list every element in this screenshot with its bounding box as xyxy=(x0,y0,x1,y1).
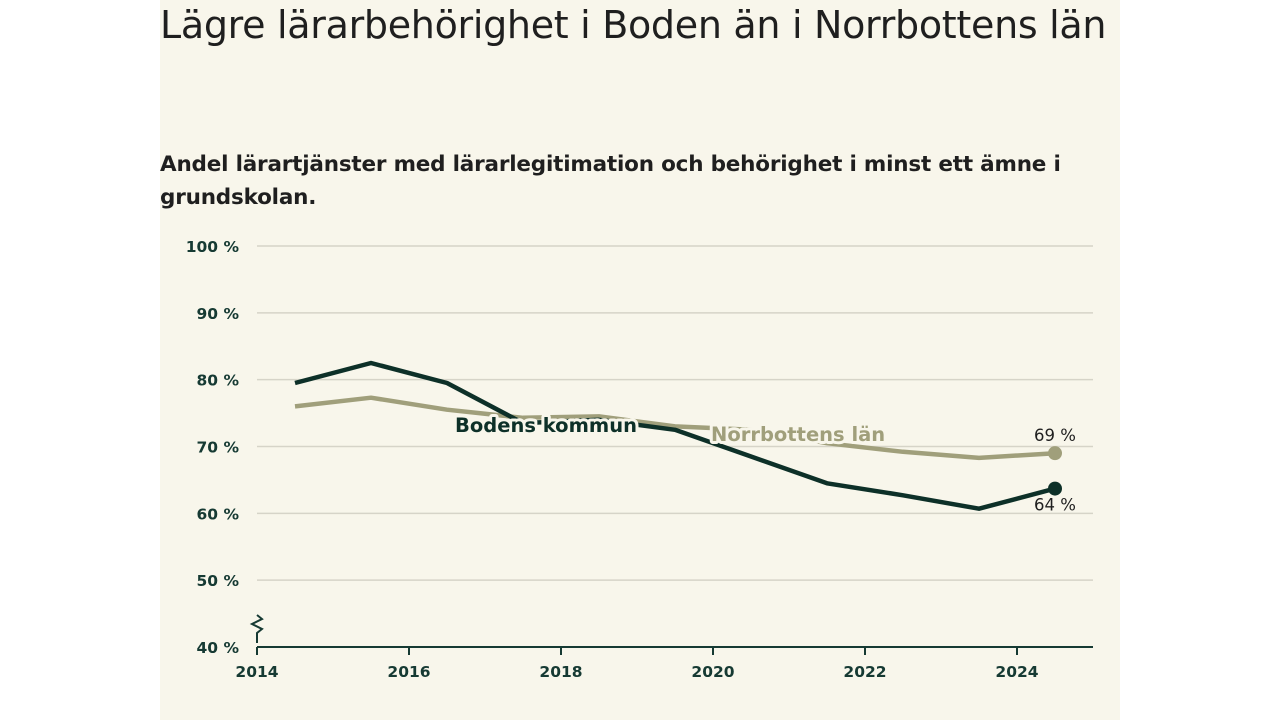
end-point-norrbottens-lan xyxy=(1048,446,1062,461)
x-tick-label: 2016 xyxy=(387,663,430,681)
axis-break-icon xyxy=(249,614,264,643)
y-tick-label: 70 % xyxy=(197,439,240,457)
y-tick-label: 60 % xyxy=(197,505,240,523)
x-tick-label: 2020 xyxy=(691,663,734,681)
x-tick-label: 2024 xyxy=(995,663,1038,681)
x-tick-label: 2018 xyxy=(539,663,582,681)
x-tick-label: 2022 xyxy=(843,663,886,681)
series-label-bodens-kommun: Bodens kommun xyxy=(455,414,637,437)
y-tick-label: 100 % xyxy=(186,238,240,256)
chart-title: Lägre lärarbehörighet i Boden än i Norrb… xyxy=(160,3,1107,47)
chart-subtitle: Andel lärartjänster med lärarlegitimatio… xyxy=(160,152,1061,210)
series-line-norrbottens-lan xyxy=(294,395,1056,461)
chart-panel xyxy=(160,0,1120,720)
y-tick-label: 40 % xyxy=(197,639,240,657)
series-line-bodens-kommun xyxy=(294,360,1056,511)
end-label-bodens-kommun: 64 % xyxy=(1034,496,1076,515)
y-tick-label: 50 % xyxy=(197,572,240,590)
end-point-bodens-kommun xyxy=(1048,481,1062,496)
x-tick-label: 2014 xyxy=(235,663,278,681)
y-tick-label: 80 % xyxy=(197,372,240,390)
series-label-norrbottens-lan: Norrbottens län xyxy=(711,423,885,446)
y-tick-label: 90 % xyxy=(197,305,240,323)
end-label-norrbottens-lan: 69 % xyxy=(1034,426,1076,445)
